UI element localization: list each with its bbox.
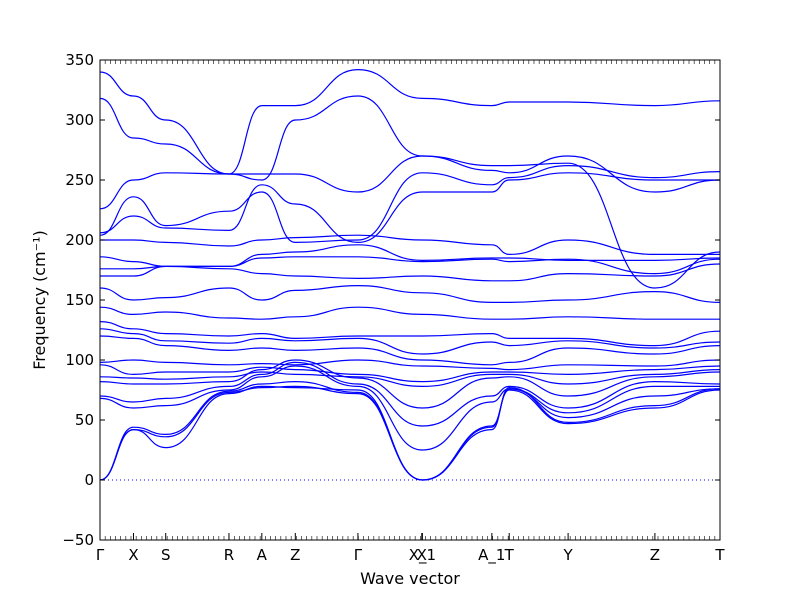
phonon-band-9 [99,359,721,371]
y-tick-label: 250 [65,171,94,189]
y-axis-ticks: −50 0 50 100 150 200 250 300 350 [62,51,720,549]
phonon-band-10 [99,335,721,366]
x-tick-label: A_1 [478,546,505,565]
x-tick-label: R [224,546,234,564]
x-tick-label: Γ [96,546,105,564]
y-tick-label: 200 [65,231,94,249]
bands-layer [99,68,721,481]
phonon-band-12 [99,321,721,347]
x-tick-label: Z [650,546,660,564]
phonon-band-1 [99,385,721,481]
y-tick-label: 150 [65,291,94,309]
y-tick-label: 100 [65,351,94,369]
x-tick-label: X [417,546,427,564]
phonon-band-11 [99,328,721,355]
phonon-band-14 [99,284,721,303]
phonon-band-4 [99,365,720,451]
phonon-band-13 [99,306,720,320]
x-tick-label: X [128,546,138,564]
phonon-band-7 [99,369,721,388]
phonon-band-21 [99,155,721,210]
x-tick-label: T [504,546,515,564]
x-tick-label: Y [563,546,574,564]
x-tick-label: X_1 [409,546,436,565]
y-tick-label: 50 [75,411,94,429]
phonon-band-19 [99,172,720,244]
x-tick-label: T [714,546,725,564]
phonon-band-20 [99,164,721,244]
x-tick-label: Z [290,546,300,564]
x-tick-label: Γ [354,546,363,564]
y-tick-label: 300 [65,111,94,129]
y-tick-label: −50 [62,531,94,549]
phonon-band-23 [99,68,721,175]
x-tick-label: A [257,546,268,564]
phonon-band-17 [99,244,721,267]
phonon-band-8 [99,364,721,383]
y-tick-label: 0 [84,471,94,489]
x-axis-ticks: Γ X S R A Z Γ XX_1 A_1 T Y Z T [96,60,725,565]
phonon-band-3 [99,380,721,481]
phonon-band-22 [99,95,721,289]
y-tick-label: 350 [65,51,94,69]
phonon-band-5 [99,361,721,427]
x-axis-title: Wave vector [360,569,460,588]
phonon-band-6 [99,359,721,409]
y-axis-title: Frequency (cm⁻¹) [30,230,49,369]
x-tick-label: S [161,546,171,564]
